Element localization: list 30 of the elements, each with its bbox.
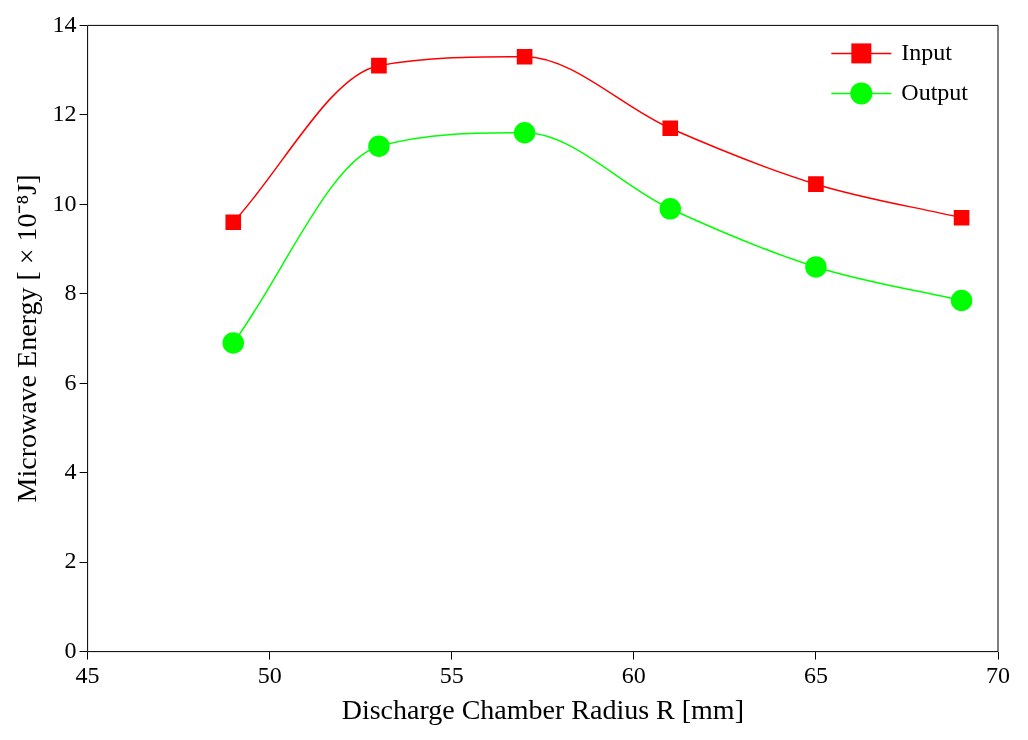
y-tick-label: 12 [52,100,77,127]
point [662,120,679,137]
y-tick-label: 6 [64,368,77,395]
y-tick-label: 8 [64,279,77,306]
y-tick-label: 10 [52,189,77,216]
y-tick-label: 14 [52,10,77,37]
point [516,48,533,65]
point [368,135,390,157]
y-tick-label: 0 [64,636,77,663]
x-tick-label: 60 [621,662,646,689]
legend-label: Input [901,38,953,65]
x-tick-label: 55 [439,662,464,689]
x-axis-title: Discharge Chamber Radius R [mm] [341,693,744,725]
point [513,122,536,144]
point [950,289,973,312]
x-tick-label: 65 [803,662,828,689]
point [953,209,970,226]
x-tick-label: 45 [75,662,100,689]
y-tick-label: 4 [64,457,77,484]
point [371,57,387,74]
y-axis-title: Microwave Energy [ × 10⁻⁸J] [11,174,43,503]
point [805,256,827,278]
y-tick-label: 2 [64,547,77,574]
point [808,176,824,193]
legend-label: Output [901,78,969,105]
x-tick-label: 50 [257,662,282,689]
point [225,214,242,231]
point [222,332,245,354]
point [659,198,682,220]
x-tick-label: 70 [986,662,1010,689]
